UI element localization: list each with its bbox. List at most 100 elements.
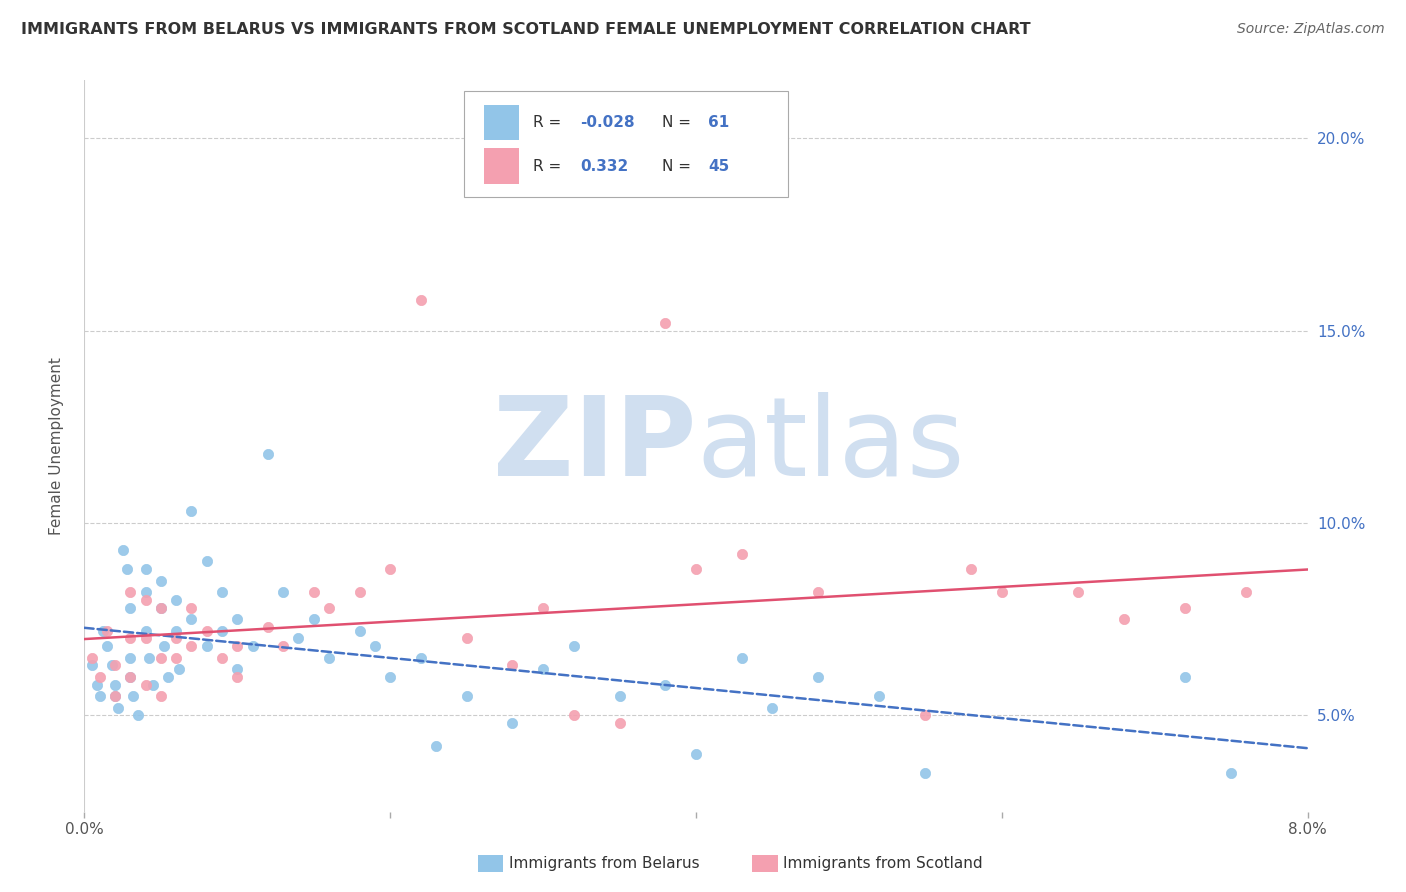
Point <box>96 639 118 653</box>
FancyBboxPatch shape <box>464 91 787 197</box>
Point <box>120 600 142 615</box>
Point <box>380 670 402 684</box>
Point <box>104 690 127 704</box>
Point <box>562 708 585 723</box>
FancyBboxPatch shape <box>484 148 519 184</box>
Point <box>380 562 402 576</box>
Point <box>91 624 114 638</box>
Point <box>318 650 340 665</box>
Point <box>1236 585 1258 599</box>
Y-axis label: Female Unemployment: Female Unemployment <box>49 357 63 535</box>
Point <box>914 708 936 723</box>
Point <box>1174 600 1197 615</box>
Point <box>122 690 145 704</box>
Point <box>89 670 111 684</box>
Point <box>120 670 142 684</box>
Point <box>960 562 983 576</box>
Point <box>271 585 294 599</box>
Point <box>257 447 280 461</box>
Point <box>914 766 936 780</box>
Point <box>80 658 103 673</box>
Point <box>302 585 325 599</box>
Text: ZIP: ZIP <box>492 392 696 500</box>
Point <box>409 650 432 665</box>
Point <box>609 716 631 731</box>
Point <box>180 639 202 653</box>
Point <box>807 670 830 684</box>
FancyBboxPatch shape <box>484 105 519 140</box>
Text: 45: 45 <box>709 159 730 174</box>
Point <box>731 650 754 665</box>
Text: atlas: atlas <box>696 392 965 500</box>
Text: Immigrants from Scotland: Immigrants from Scotland <box>783 856 983 871</box>
Point <box>120 650 142 665</box>
Point <box>1067 585 1090 599</box>
Point <box>211 624 233 638</box>
Point <box>226 639 249 653</box>
Point <box>135 678 157 692</box>
Point <box>242 639 264 653</box>
Point <box>120 670 142 684</box>
Point <box>104 690 127 704</box>
Point <box>502 658 524 673</box>
Point <box>180 612 202 626</box>
Point <box>807 585 830 599</box>
Point <box>120 632 142 646</box>
Point <box>142 678 165 692</box>
Point <box>135 632 157 646</box>
Point <box>654 678 676 692</box>
Point <box>685 562 707 576</box>
Text: 61: 61 <box>709 115 730 130</box>
Point <box>167 662 190 676</box>
Point <box>149 600 172 615</box>
Text: R =: R = <box>533 159 567 174</box>
Point <box>226 612 249 626</box>
Text: R =: R = <box>533 115 567 130</box>
Text: 0.332: 0.332 <box>579 159 628 174</box>
Point <box>195 639 218 653</box>
Point <box>111 543 134 558</box>
Point <box>302 612 325 626</box>
Point <box>364 639 387 653</box>
Point <box>149 600 172 615</box>
Point <box>211 585 233 599</box>
Point <box>409 293 432 307</box>
Point <box>135 593 157 607</box>
Point <box>165 632 187 646</box>
Point <box>86 678 108 692</box>
Point <box>165 593 187 607</box>
Point <box>318 600 340 615</box>
Point <box>1174 670 1197 684</box>
Point <box>157 670 180 684</box>
Point <box>115 562 138 576</box>
Point <box>869 690 891 704</box>
Point <box>135 562 157 576</box>
Point <box>1114 612 1136 626</box>
Point <box>991 585 1014 599</box>
Point <box>531 662 554 676</box>
Point <box>257 620 280 634</box>
Point <box>349 585 371 599</box>
Point <box>165 624 187 638</box>
Point <box>195 624 218 638</box>
Point <box>654 316 676 330</box>
Point <box>180 600 202 615</box>
Point <box>180 504 202 518</box>
Point <box>226 670 249 684</box>
Point <box>425 739 447 754</box>
Point <box>149 574 172 588</box>
Point <box>731 547 754 561</box>
Text: N =: N = <box>662 159 696 174</box>
Point <box>135 585 157 599</box>
Point <box>502 716 524 731</box>
Point <box>271 639 294 653</box>
Point <box>211 650 233 665</box>
Point <box>456 632 478 646</box>
Point <box>104 678 127 692</box>
Point <box>153 639 176 653</box>
Point <box>138 650 160 665</box>
Point <box>89 690 111 704</box>
Point <box>761 700 783 714</box>
Point <box>135 624 157 638</box>
Point <box>165 650 187 665</box>
